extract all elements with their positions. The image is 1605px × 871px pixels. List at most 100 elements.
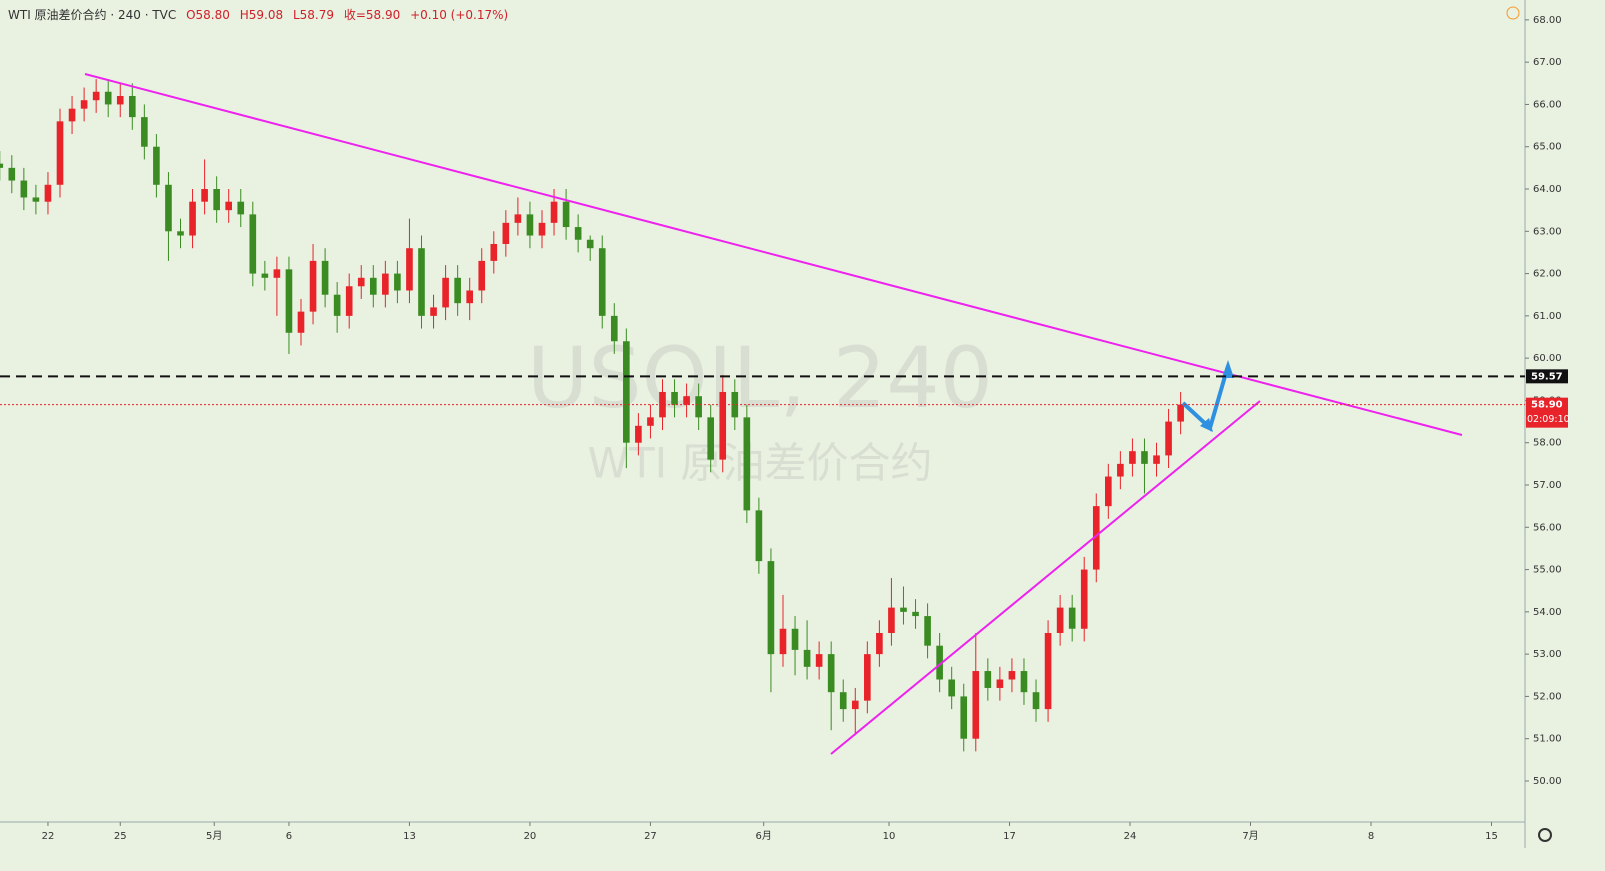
candle-body	[32, 197, 40, 202]
candle-body	[562, 201, 570, 228]
candle-body	[466, 290, 474, 304]
candle-body	[418, 248, 425, 316]
candle-body	[333, 294, 341, 316]
candle-body	[1141, 451, 1148, 464]
candle-body	[56, 121, 64, 185]
candle-body	[767, 561, 775, 655]
candle-body	[153, 146, 160, 185]
candle-body	[249, 214, 257, 274]
candle-body	[610, 315, 618, 342]
candle-body	[647, 417, 654, 426]
candle-body	[442, 277, 449, 308]
arrow-head	[1200, 418, 1213, 432]
candle-body	[960, 696, 968, 739]
x-tick-label: 17	[1003, 831, 1016, 842]
candle-body	[1080, 569, 1088, 629]
candle-body	[406, 248, 413, 291]
candle-body	[261, 273, 269, 278]
candle-body	[984, 671, 992, 688]
candle-body	[165, 184, 172, 232]
candle-body	[550, 201, 558, 223]
candle-body	[189, 201, 196, 236]
candle-body	[502, 222, 510, 244]
last-price-bg	[1526, 397, 1568, 428]
candle-body	[1044, 632, 1052, 710]
candle-body	[297, 311, 305, 333]
candle-body	[116, 95, 124, 105]
x-tick-label: 8	[1368, 831, 1374, 842]
x-tick-label: 25	[114, 831, 127, 842]
y-tick-label: 53.00	[1533, 649, 1562, 660]
watermark: USOIL, 240	[527, 329, 993, 427]
candle-body	[996, 679, 1004, 688]
candle-body	[430, 307, 437, 316]
x-tick-label: 6月	[756, 830, 772, 842]
ohlc-open: O58.80	[186, 8, 230, 22]
candle-body	[1092, 506, 1100, 570]
candle-body	[924, 616, 931, 646]
y-tick-label: 55.00	[1533, 565, 1562, 576]
candle-body	[900, 607, 907, 612]
x-tick-label: 27	[644, 831, 657, 842]
x-tick-label: 24	[1124, 831, 1137, 842]
y-tick-label: 57.00	[1533, 480, 1562, 491]
watermark: WTI 原油差价合约	[588, 439, 933, 488]
candle-body	[598, 248, 606, 316]
candle-body	[357, 277, 365, 287]
ohlc-close: 收=58.90	[343, 8, 401, 22]
candle-body	[936, 645, 943, 680]
trend-line	[830, 400, 1261, 755]
y-tick-label: 67.00	[1533, 57, 1562, 68]
ohlc-high: H59.08	[239, 8, 284, 22]
level-label-bg	[1526, 369, 1568, 384]
y-tick-label: 52.00	[1533, 691, 1562, 702]
candle-body	[1105, 476, 1112, 507]
ohlc-low: L58.79	[292, 8, 334, 22]
ohlc-change: +0.10 (+0.17%)	[410, 8, 509, 22]
candle-body	[586, 239, 594, 249]
candle-body	[321, 260, 329, 295]
candle-body	[1117, 463, 1124, 477]
candle-body	[719, 391, 727, 460]
candle-body	[1008, 671, 1016, 680]
x-tick-label: 22	[42, 831, 55, 842]
candle-body	[394, 273, 401, 291]
candle-body	[659, 391, 666, 418]
candle-body	[44, 184, 52, 202]
candle-body	[815, 654, 823, 667]
candle-body	[237, 201, 245, 215]
candle-body	[20, 180, 28, 198]
settings-icon[interactable]	[1538, 828, 1552, 842]
candle-body	[888, 607, 895, 633]
candle-body	[1056, 607, 1064, 633]
candle-body	[273, 269, 281, 278]
candle-body	[803, 649, 811, 667]
candle-body	[80, 100, 88, 109]
symbol[interactable]: WTI 原油差价合约 · 240 · TVC	[8, 8, 177, 22]
candle-body	[731, 391, 739, 418]
alert-icon[interactable]	[1506, 6, 1520, 20]
y-tick-label: 64.00	[1533, 184, 1562, 195]
candle-body	[791, 628, 799, 650]
y-tick-label: 68.00	[1533, 15, 1562, 26]
y-tick-label: 56.00	[1533, 522, 1562, 533]
candle-body	[8, 167, 16, 181]
candle-body	[1177, 404, 1184, 422]
candle-body	[490, 243, 498, 261]
y-tick-label: 54.00	[1533, 607, 1562, 618]
y-tick-label: 62.00	[1533, 269, 1562, 280]
candle-body	[141, 117, 148, 147]
candle-body	[538, 222, 546, 236]
last-price-label: 58.90	[1531, 400, 1563, 411]
y-tick-label: 51.00	[1533, 734, 1562, 745]
candle-body	[683, 396, 690, 405]
candle-body	[514, 214, 522, 223]
arrow	[1181, 365, 1230, 432]
candle-body	[526, 214, 534, 236]
candle-body	[743, 417, 751, 511]
candle-body	[1020, 671, 1028, 693]
candle-body	[382, 273, 389, 295]
candle-body	[827, 654, 835, 693]
price-axis-bg	[1525, 0, 1605, 871]
